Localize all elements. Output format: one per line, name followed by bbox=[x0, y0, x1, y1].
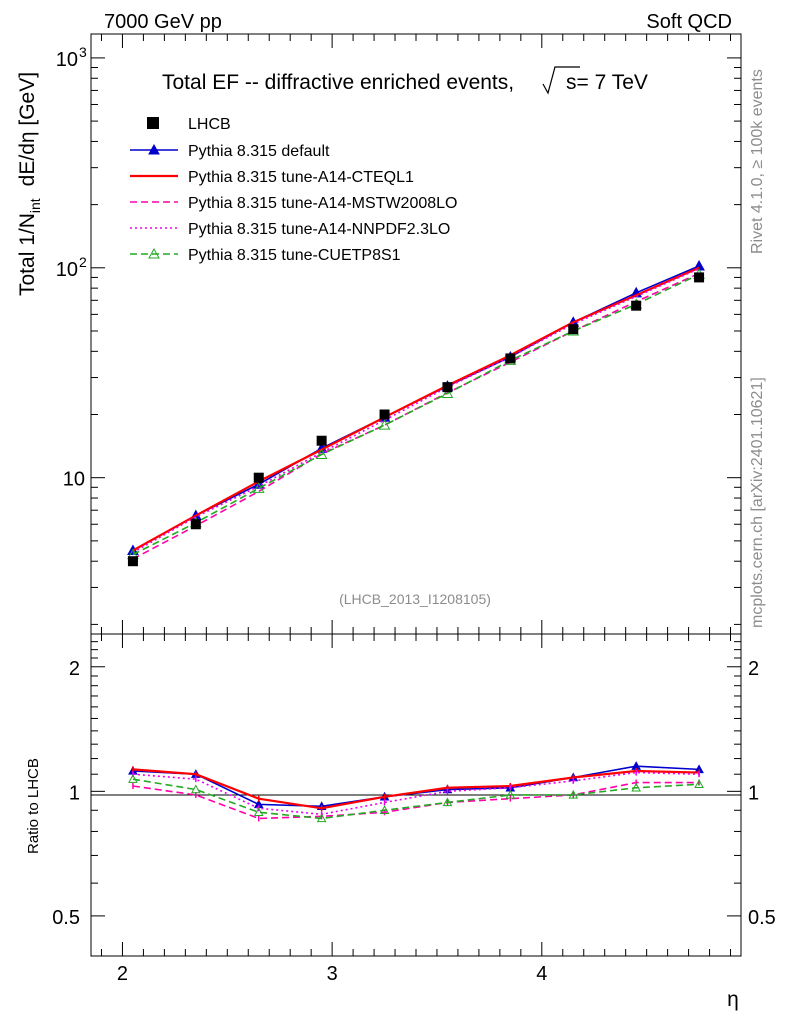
y-tick-label: 10 bbox=[56, 259, 78, 281]
x-axis-label: η bbox=[727, 988, 739, 1011]
y-tick-label: 10 bbox=[56, 49, 78, 71]
series-line-4 bbox=[132, 273, 700, 556]
data-point bbox=[190, 519, 201, 530]
ratio-tick-label-left: 0.5 bbox=[52, 907, 80, 929]
y-label-sub: int bbox=[27, 198, 43, 213]
legend-label-lhcb: LHCB bbox=[188, 116, 231, 133]
ratio-series-group bbox=[128, 761, 704, 823]
chart-title-energy: s= 7 TeV bbox=[566, 71, 648, 94]
legend-label-2: Pythia 8.315 tune-A14-MSTW2008LO bbox=[188, 195, 457, 212]
data-point bbox=[316, 435, 327, 446]
header-left: 7000 GeV pp bbox=[104, 11, 222, 33]
y-tick-exponent: 2 bbox=[79, 254, 87, 270]
data-point bbox=[379, 409, 390, 420]
chart-title: Total EF -- diffractive enriched events, bbox=[162, 71, 514, 94]
series-line-2 bbox=[132, 272, 700, 560]
sqrt-symbol bbox=[542, 66, 580, 95]
data-point bbox=[253, 472, 264, 483]
ratio-marker-4 bbox=[694, 779, 704, 788]
svg-text:Total 1/NintdE/dη [GeV]: Total 1/Nint dE/dη [GeV] bbox=[16, 72, 43, 296]
series-marker-4 bbox=[378, 419, 391, 430]
ratio-y-label: Ratio to LHCB bbox=[25, 758, 42, 854]
ratio-line-3 bbox=[132, 771, 700, 816]
legend-marker-0 bbox=[148, 143, 160, 155]
ratio-line-1 bbox=[132, 768, 700, 810]
ratio-marker-4 bbox=[128, 774, 138, 783]
series-marker-4 bbox=[252, 482, 265, 493]
data-point bbox=[505, 353, 516, 364]
legend-label-3: Pythia 8.315 tune-A14-NNPDF2.3LO bbox=[188, 221, 450, 238]
ratio-line-2 bbox=[132, 781, 700, 820]
y-tick-label: 10 bbox=[63, 469, 85, 491]
rivet-label: Rivet 4.1.0, ≥ 100k events bbox=[749, 69, 766, 254]
analysis-watermark: (LHCB_2013_I1208105) bbox=[339, 591, 491, 607]
ratio-tick-label-right: 1 bbox=[748, 782, 759, 804]
data-points-group bbox=[127, 272, 705, 567]
series-marker-4 bbox=[315, 448, 328, 459]
ratio-axis-ticks: 2 3 4 2 2 1 1 0.5 0.5 bbox=[52, 634, 776, 985]
ratio-marker-4 bbox=[253, 807, 264, 816]
ratio-line-4 bbox=[132, 778, 700, 820]
data-point bbox=[442, 382, 453, 393]
x-tick-label: 2 bbox=[117, 963, 128, 985]
header-right: Soft QCD bbox=[646, 11, 732, 33]
ratio-marker-4 bbox=[379, 805, 390, 814]
ratio-tick-label-left: 1 bbox=[69, 782, 80, 804]
ratio-marker-4 bbox=[316, 813, 327, 823]
legend-marker-4 bbox=[148, 247, 160, 259]
legend-label-1: Pythia 8.315 tune-A14-CTEQL1 bbox=[188, 169, 414, 186]
ratio-tick-label-right: 0.5 bbox=[748, 907, 776, 929]
ratio-tick-label-left: 2 bbox=[69, 658, 80, 680]
series-line-3 bbox=[132, 267, 700, 554]
y-tick-exponent: 3 bbox=[79, 44, 87, 60]
data-point bbox=[127, 556, 138, 567]
y-label-main: Total 1/N bbox=[16, 213, 39, 296]
x-tick-label: 3 bbox=[327, 963, 338, 985]
series-marker-4 bbox=[441, 387, 454, 398]
ratio-marker-4 bbox=[631, 782, 642, 792]
ratio-marker-4 bbox=[442, 797, 453, 807]
data-point bbox=[568, 324, 579, 335]
series-line-1 bbox=[132, 266, 700, 552]
mcplots-label: mcplots.cern.ch [arXiv:2401.10621] bbox=[749, 377, 766, 628]
legend-marker-lhcb bbox=[147, 117, 159, 129]
y-label-tail: dE/dη [GeV] bbox=[16, 72, 39, 186]
legend-label-4: Pythia 8.315 tune-CUETP8S1 bbox=[188, 247, 401, 264]
ratio-marker-4 bbox=[505, 789, 516, 799]
ratio-tick-label-right: 2 bbox=[748, 658, 759, 680]
legend-label-0: Pythia 8.315 default bbox=[188, 143, 330, 160]
y-axis-label: Total 1/Nint dE/dη [GeV] bbox=[16, 72, 43, 296]
data-point bbox=[631, 300, 642, 311]
ratio-marker-4 bbox=[190, 784, 201, 794]
x-tick-label: 4 bbox=[536, 963, 547, 985]
legend: LHCB Pythia 8.315 default Pythia 8.315 tu… bbox=[130, 116, 457, 264]
data-point bbox=[694, 272, 705, 283]
main-series-group bbox=[127, 259, 705, 560]
ratio-marker-4 bbox=[568, 789, 579, 799]
